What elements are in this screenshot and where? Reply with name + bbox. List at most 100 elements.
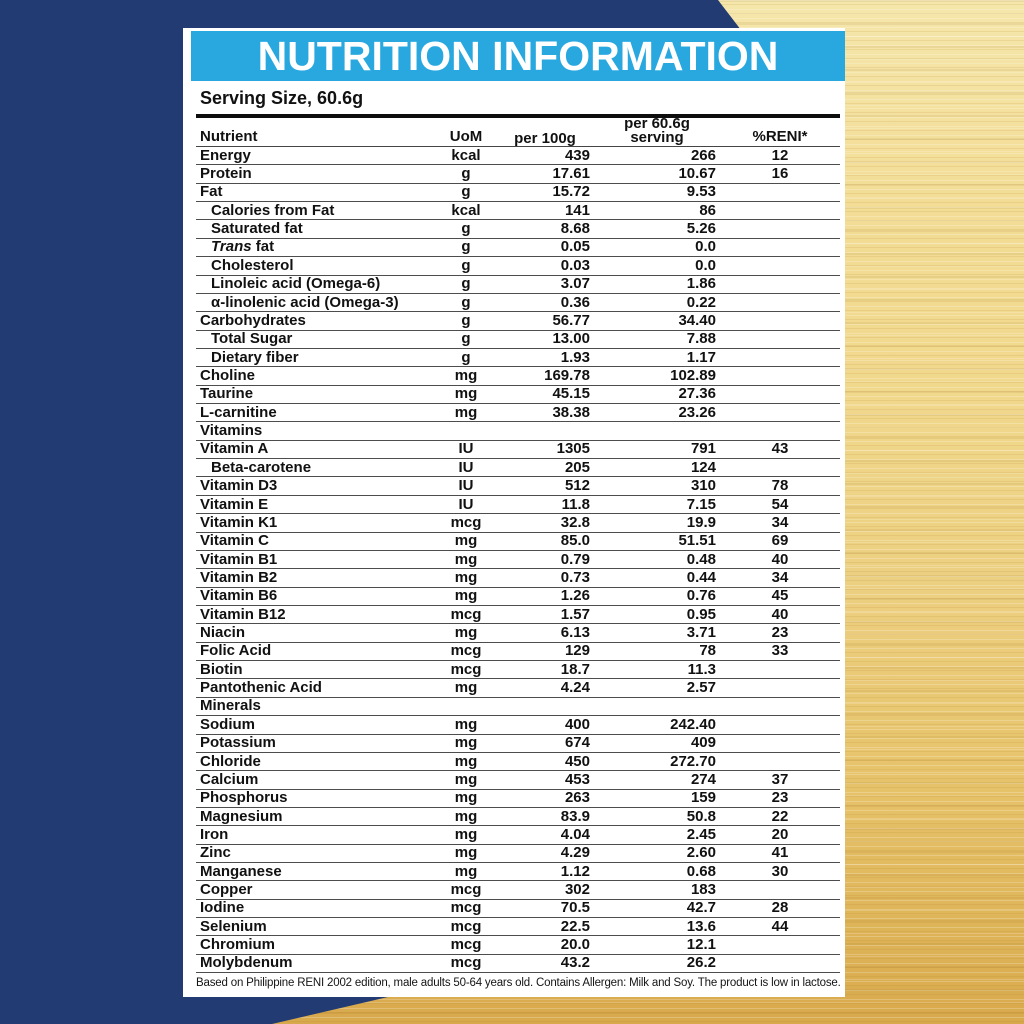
cell-per-100g: 450 xyxy=(564,752,590,770)
cell-per-100g: 0.36 xyxy=(560,293,590,311)
cell-per-100g: 4.04 xyxy=(560,825,590,843)
table-row: Copper mcg 302 183 xyxy=(196,881,840,900)
cell-per-serving: 274 xyxy=(690,770,716,788)
table-row: Molybdenum mcg 43.2 26.2 xyxy=(196,955,840,974)
table-row: Cholesterol g 0.03 0.0 xyxy=(196,256,840,276)
cell-nutrient: Selenium xyxy=(200,918,267,935)
cell-uom: g xyxy=(461,275,471,293)
column-header-per-100g: per 100g xyxy=(514,130,576,147)
cell-uom: mcg xyxy=(450,917,482,935)
cell-per-100g: 205 xyxy=(564,458,590,476)
cell-uom: mg xyxy=(454,807,478,825)
cell-nutrient: Vitamin B6 xyxy=(200,588,278,605)
cell-per-serving: 0.44 xyxy=(686,568,716,586)
cell-per-serving: 0.0 xyxy=(695,256,716,274)
column-header-nutrient: Nutrient xyxy=(200,130,258,145)
cell-nutrient: Sodium xyxy=(200,716,255,733)
page-title: NUTRITION INFORMATION xyxy=(257,32,779,79)
cell-reni: 16 xyxy=(771,165,789,183)
table-row: Fat g 15.72 9.53 xyxy=(196,183,840,203)
cell-per-serving: 2.57 xyxy=(686,679,716,697)
table-row: Vitamin B1 mg 0.79 0.48 40 xyxy=(196,550,840,570)
cell-per-serving: 7.15 xyxy=(686,495,716,513)
cell-per-serving: 1.86 xyxy=(686,275,716,293)
cell-per-serving: 2.60 xyxy=(686,844,716,862)
table-row: Biotin mcg 18.7 11.3 xyxy=(196,660,840,680)
cell-uom: kcal xyxy=(451,201,481,219)
cell-per-100g: 13.00 xyxy=(552,330,590,348)
cell-uom: mg xyxy=(454,624,478,642)
cell-per-100g: 70.5 xyxy=(560,899,590,917)
cell-per-100g: 1.26 xyxy=(560,587,590,605)
cell-per-100g: 263 xyxy=(564,789,590,807)
cell-per-100g: 20.0 xyxy=(560,936,590,954)
cell-per-100g: 11.8 xyxy=(561,495,590,513)
cell-nutrient: Linoleic acid (Omega-6) xyxy=(211,276,381,293)
cell-uom: g xyxy=(461,165,471,183)
table-header-row: Nutrient UoM per 100g per 60.6g serving … xyxy=(196,115,840,147)
cell-per-100g: 8.68 xyxy=(560,220,590,238)
cell-per-100g: 6.13 xyxy=(560,624,590,642)
cell-uom: mg xyxy=(454,825,478,843)
cell-nutrient: Calcium xyxy=(200,771,259,788)
cell-nutrient: Molybdenum xyxy=(200,955,293,972)
cell-reni: 54 xyxy=(771,495,789,513)
cell-uom: g xyxy=(461,293,471,311)
cell-nutrient: Vitamin A xyxy=(200,441,269,458)
cell-per-serving: 2.45 xyxy=(686,825,716,843)
table-row: Protein g 17.61 10.67 16 xyxy=(196,165,840,184)
cell-uom: g xyxy=(461,348,471,366)
table-row: Magnesium mg 83.9 50.8 22 xyxy=(196,807,840,827)
table-row: Energy kcal 439 266 12 xyxy=(196,146,840,166)
table-row: α-linolenic acid (Omega-3) g 0.36 0.22 xyxy=(196,293,840,313)
cell-per-serving: 0.48 xyxy=(686,550,716,568)
cell-uom: mg xyxy=(454,734,478,752)
cell-per-serving: 11.3 xyxy=(687,660,716,678)
table-row: Potassium mg 674 409 xyxy=(196,735,840,753)
cell-uom: mg xyxy=(454,587,478,605)
cell-per-100g: 512 xyxy=(564,477,590,495)
cell-per-100g: 56.77 xyxy=(552,311,590,329)
thick-divider xyxy=(196,114,840,118)
table-row: Taurine mg 45.15 27.36 xyxy=(196,385,840,405)
cell-nutrient: Energy xyxy=(200,147,251,164)
cell-uom: g xyxy=(461,330,471,348)
cell-uom: kcal xyxy=(451,146,481,164)
cell-nutrient: Total Sugar xyxy=(211,331,293,348)
cell-nutrient: Folic Acid xyxy=(200,643,272,660)
cell-nutrient: Pantothenic Acid xyxy=(200,680,322,697)
cell-per-serving: 409 xyxy=(690,734,716,752)
cell-per-serving: 791 xyxy=(690,440,716,458)
table-row: Calories from Fat kcal 141 86 xyxy=(196,201,840,221)
cell-nutrient: Vitamin B12 xyxy=(200,606,286,623)
cell-per-serving: 9.53 xyxy=(686,183,716,201)
cell-per-100g: 1305 xyxy=(556,440,590,458)
cell-nutrient: Vitamins xyxy=(200,423,263,440)
table-row: Chloride mg 450 272.70 xyxy=(196,752,840,772)
cell-uom: mg xyxy=(454,532,478,550)
cell-uom: mcg xyxy=(450,513,482,531)
cell-uom: mg xyxy=(454,752,478,770)
cell-per-serving: 183 xyxy=(690,881,716,899)
cell-per-serving: 3.71 xyxy=(686,624,716,642)
table-row: Iodine mcg 70.5 42.7 28 xyxy=(196,899,840,919)
cell-reni: 23 xyxy=(771,624,789,642)
cell-per-100g: 674 xyxy=(564,734,590,752)
cell-uom: IU xyxy=(458,440,474,458)
cell-per-serving: 86 xyxy=(699,201,716,219)
column-header-per-serving: per 60.6g serving xyxy=(624,115,690,146)
cell-reni: 23 xyxy=(771,789,789,807)
cell-per-100g: 439 xyxy=(564,146,590,164)
cell-uom: mcg xyxy=(450,660,482,678)
table-content: Nutrient UoM per 100g per 60.6g serving … xyxy=(196,114,840,974)
cell-per-100g: 4.29 xyxy=(560,844,590,862)
cell-nutrient: Manganese xyxy=(200,863,282,880)
cell-nutrient: Protein xyxy=(200,166,252,183)
cell-per-serving: 12.1 xyxy=(686,936,716,954)
table-row: Sodium mg 400 242.40 xyxy=(196,716,840,735)
cell-per-100g: 45.15 xyxy=(552,385,590,403)
cell-per-serving: 50.8 xyxy=(686,807,716,825)
cell-nutrient: Minerals xyxy=(200,698,261,715)
cell-per-serving: 42.7 xyxy=(686,899,716,917)
